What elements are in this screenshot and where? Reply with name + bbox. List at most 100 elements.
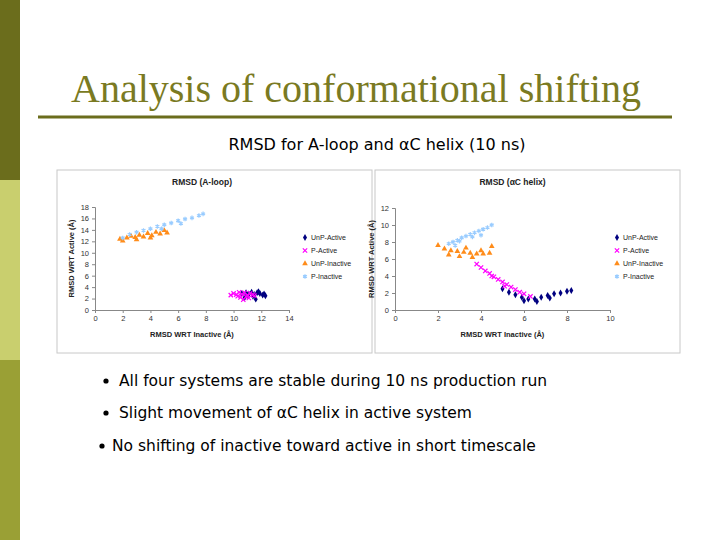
tick-label: 6 (522, 314, 526, 323)
tick: 6 (522, 310, 526, 323)
axis-line (392, 209, 396, 311)
point (467, 250, 473, 255)
tick-mark (123, 310, 124, 313)
tick: 12 (81, 237, 95, 246)
tick-label: 10 (81, 249, 89, 258)
tick: 18 (81, 203, 95, 212)
stripe (0, 180, 20, 360)
point (500, 280, 504, 284)
point (153, 229, 159, 234)
tick-mark (392, 259, 395, 260)
tick-mark (392, 208, 395, 209)
point (162, 222, 166, 227)
legend-symbol (615, 248, 619, 252)
y-axis-title: RMSD WRT Active (Å) (367, 219, 376, 298)
legend-symbol (615, 234, 619, 241)
tick: 0 (85, 306, 95, 315)
point (485, 225, 489, 230)
tick-mark (92, 207, 95, 208)
point (201, 212, 205, 217)
x-axis-title: RMSD WRT Inactive (Å) (150, 330, 234, 339)
tick-label: 10 (230, 314, 238, 323)
tick-mark (92, 264, 95, 265)
point (483, 269, 487, 273)
y-axis: 024681012141618 (81, 203, 96, 315)
chart-frame (375, 170, 680, 353)
tick: 16 (81, 214, 95, 223)
point (121, 236, 125, 241)
bullet-dot (103, 410, 108, 415)
point (236, 294, 240, 298)
point (457, 253, 463, 258)
point (507, 289, 511, 296)
tick: 8 (565, 310, 569, 323)
chart-title: RMSD (A-loop) (172, 177, 232, 187)
point (148, 226, 152, 231)
point (559, 290, 563, 297)
point (481, 227, 485, 232)
point (448, 247, 454, 252)
legend-symbol (303, 248, 307, 252)
tick-label: 4 (149, 314, 153, 323)
tick-mark (150, 310, 151, 313)
bullet-text: All four systems are stable during 10 ns… (119, 372, 547, 390)
tick-label: 12 (258, 314, 266, 323)
legend-symbol (615, 274, 619, 279)
point (464, 234, 468, 239)
stripe (0, 360, 20, 540)
legend-symbol (302, 260, 308, 265)
tick-label: 6 (177, 314, 181, 323)
tick-label: 8 (85, 260, 89, 269)
point (552, 290, 556, 297)
tick-label: 14 (285, 314, 293, 323)
point (470, 254, 476, 259)
tick-label: 8 (385, 238, 389, 247)
point (518, 290, 522, 294)
tick-mark (206, 310, 207, 313)
point (509, 285, 513, 289)
chart: RMSD (αC helix)0246810024681012RMSD WRT … (367, 170, 680, 353)
tick: 0 (393, 310, 397, 323)
tick-label: 12 (381, 204, 389, 213)
tick-label: 4 (85, 283, 89, 292)
tick-label: 12 (81, 237, 89, 246)
point (155, 224, 159, 229)
tick-mark (524, 310, 525, 313)
point (496, 277, 500, 281)
point (548, 295, 552, 302)
tick-label: 4 (385, 272, 389, 281)
tick: 12 (381, 204, 395, 213)
point (539, 294, 543, 301)
axis-line (96, 311, 290, 314)
tick-label: 10 (381, 221, 389, 230)
tick-label: 0 (85, 306, 89, 315)
point (160, 226, 164, 231)
tick-label: 6 (85, 272, 89, 281)
point (241, 298, 245, 302)
tick: 4 (85, 283, 95, 292)
point (183, 217, 187, 222)
chart: RMSD (A-loop)02468101214024681012141618R… (57, 170, 372, 353)
tick-mark (481, 310, 482, 313)
tick: 4 (479, 310, 483, 323)
legend-label: P-Inactive (311, 273, 342, 280)
tick-mark (92, 230, 95, 231)
plot-area (117, 212, 267, 303)
tick: 8 (85, 260, 95, 269)
point (435, 242, 441, 247)
tick-label: 10 (606, 314, 614, 323)
tick-label: 2 (385, 289, 389, 298)
tick: 10 (381, 221, 395, 230)
point (479, 233, 483, 238)
point (473, 230, 477, 235)
point (169, 221, 173, 226)
tick: 2 (436, 310, 440, 323)
point (446, 251, 452, 256)
chart-title: RMSD (αC helix) (479, 177, 545, 187)
point (461, 249, 467, 254)
tick-label: 0 (93, 314, 97, 323)
legend-symbol (303, 274, 307, 279)
tick-label: 8 (565, 314, 569, 323)
tick-label: 0 (393, 314, 397, 323)
x-axis-title: RMSD WRT Inactive (Å) (461, 330, 545, 339)
